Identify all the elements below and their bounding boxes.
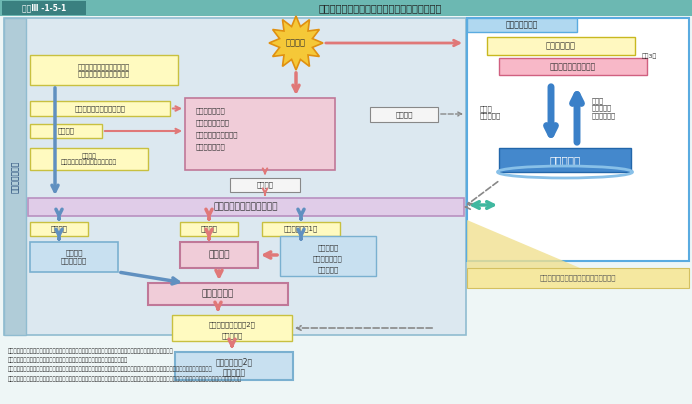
Bar [487,37,635,55]
Bar [499,58,647,75]
Text: 市町村長: 市町村長 [57,128,75,134]
Bar [28,198,464,216]
Text: 招集命令（注1）: 招集命令（注1） [284,226,318,232]
Bar [180,242,258,268]
Polygon shape [269,16,323,70]
Text: さらに、激甲な災害が発生した場合は、総理等の判断により関係附僚会議が開催され、状況に応じて、政府対策本部の設置や国家安全保障会議が開催される。: さらに、激甲な災害が発生した場合は、総理等の判断により関係附僚会議が開催され、状… [8,376,242,382]
Text: 特に緊急性を要し知事などの
要請を待ついとまがない場合: 特に緊急性を要し知事などの 要請を待ついとまがない場合 [78,63,130,77]
Bar [230,178,300,192]
Bar [4,18,26,335]
Bar [262,222,340,236]
Text: 要請から派遣、撤収までの流れ及び政府の対応: 要請から派遣、撤収までの流れ及び政府の対応 [318,3,441,13]
Bar [280,236,376,276]
Text: 派遣命令: 派遣命令 [201,226,217,232]
Text: ・招集解除命令（注2）: ・招集解除命令（注2） [208,322,255,328]
Text: ・都道府県知事: ・都道府県知事 [196,108,226,114]
Text: 救護活動などにかかる緊密な連携・調整: 救護活動などにかかる緊密な連携・調整 [540,275,617,281]
Text: 防衛省・自衛隊: 防衛省・自衛隊 [10,161,19,193]
Text: 即応予備自衛官: 即応予備自衛官 [313,256,343,262]
Bar [175,352,293,380]
Text: 大臣又は大臣の指定する者: 大臣又は大臣の指定する者 [214,202,278,212]
Text: ・報告
・緊急参集
チームが参集: ・報告 ・緊急参集 チームが参集 [592,97,616,119]
Text: 内閣総理大臣: 内閣総理大臣 [546,42,576,50]
Bar [172,315,292,341]
Text: （注１）　即応予備自衛官及び予備自衛官の招集は、防衛大臣が、必要に応じて内閣総理大臣の承認を得て行う。: （注１） 即応予備自衛官及び予備自衛官の招集は、防衛大臣が、必要に応じて内閣総理… [8,348,174,354]
Bar [30,222,88,236]
Text: 都道府県知事に要請を要求: 都道府県知事に要請を要求 [75,105,125,112]
Text: 予備自衛官: 予備自衛官 [318,267,338,273]
Bar [185,98,335,170]
Text: （注３）　自然災害、原子力災害、事故災害などの緊急事態の発生に際しては、各省庁の局長級の要員からなる緊急参集チームが参集する。: （注３） 自然災害、原子力災害、事故災害などの緊急事態の発生に際しては、各省庁の… [8,366,212,372]
Bar [499,148,631,172]
Text: 部隊の撤収: 部隊の撤収 [222,368,246,377]
Bar [467,268,689,288]
Bar [30,55,178,85]
Text: （注3）: （注3） [641,53,657,59]
Text: 派遣命令: 派遣命令 [51,226,68,232]
Bar [30,242,118,272]
Text: 関係府省庁など: 関係府省庁など [506,21,538,29]
Bar [30,101,170,116]
Text: 官邸危機管理センター: 官邸危機管理センター [550,62,596,71]
Text: 直接通知
（要請を要求できない場合など）: 直接通知 （要請を要求できない場合など） [61,153,117,165]
Text: 部隊派遣: 部隊派遣 [208,250,230,259]
Bar [180,222,238,236]
Text: 招集解除（注2）: 招集解除（注2） [215,358,253,366]
Text: 災害派遣活動: 災害派遣活動 [202,290,234,299]
Text: 図表Ⅲ -1-5-1: 図表Ⅲ -1-5-1 [22,4,66,13]
Text: 撤収要請: 撤収要請 [395,111,412,118]
Bar [467,18,689,261]
Text: ・指示
・連絡調整: ・指示 ・連絡調整 [480,105,501,119]
Bar [4,18,466,335]
Text: 関係府省庁: 関係府省庁 [549,155,581,165]
Bar [30,148,148,170]
Text: 災害発生: 災害発生 [286,38,306,48]
Bar [467,18,577,32]
Bar [0,0,692,16]
Polygon shape [467,220,580,268]
Text: ・空港事務所長: ・空港事務所長 [196,144,226,150]
Text: 派遣要請: 派遣要請 [257,182,273,188]
Text: ・撤収命令: ・撤収命令 [221,333,243,339]
Bar [370,107,438,122]
Text: ・海上保安庁長官: ・海上保安庁長官 [196,120,230,126]
Bar [30,124,102,138]
Bar [2,1,86,15]
Text: 部隊派遣
（自主派遣）: 部隊派遣 （自主派遣） [61,250,87,264]
Text: 災害等招集: 災害等招集 [318,245,338,251]
Text: ・管区海上保安本部長: ・管区海上保安本部長 [196,132,239,138]
Bar [148,283,288,305]
Text: （注２）　防衛大臣が即応予備自衛官、予備自衛官の招集を解除することをいう。: （注２） 防衛大臣が即応予備自衛官、予備自衛官の招集を解除することをいう。 [8,357,128,363]
